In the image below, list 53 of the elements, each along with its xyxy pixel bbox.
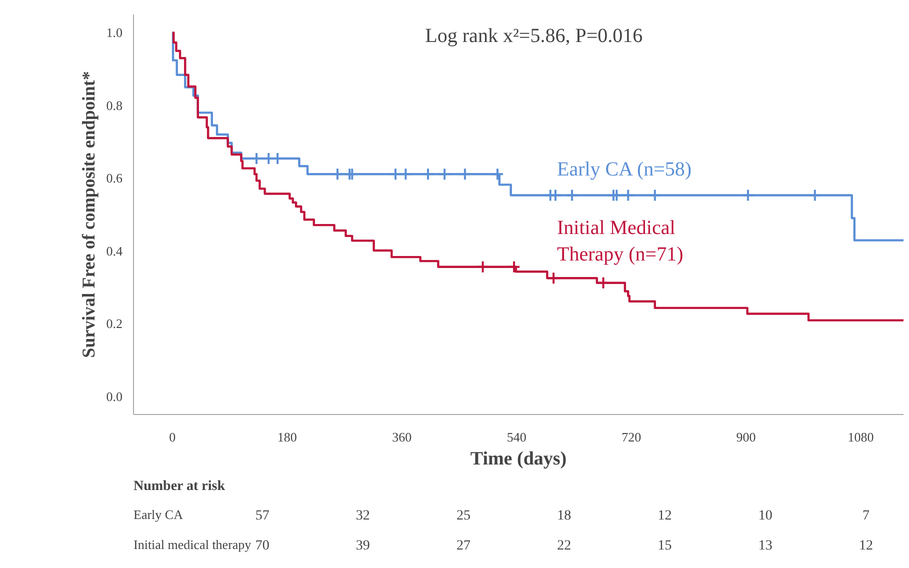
point [399,168,412,181]
x-tick-label: 540 [506,430,526,444]
text: 18 [557,508,572,524]
text: 57 [255,508,270,524]
annotation: Log rank x²=5.86, P=0.016 [425,25,643,48]
point [421,168,434,181]
point [388,168,402,181]
y-tick-label: 0.6 [106,170,123,186]
text: 25 [456,508,471,524]
x-tick-label: 180 [277,430,297,444]
text: 13 [758,538,772,554]
point [547,272,560,285]
point [438,168,452,181]
y-tick-label: 0.4 [106,243,123,258]
x-tick-label: 360 [392,430,412,444]
point [566,188,579,202]
x-tick-label: 0 [169,430,176,444]
text: 15 [658,538,672,554]
text: Initial medical therapy [134,537,252,552]
point [610,188,624,202]
x-axis-title: Time (days) [470,448,567,470]
point [622,188,635,202]
text: 39 [356,538,370,554]
text: 27 [456,538,471,554]
point [476,260,490,274]
series-label: Early CA (n=58) [557,158,692,181]
text: Early CA [134,507,184,522]
y-tick-label: 0.0 [106,388,122,404]
point [508,260,521,274]
x-tick-label: 900 [736,430,756,444]
point [330,168,344,181]
y-tick-label: 1.0 [106,25,122,40]
point [346,168,359,181]
series-label: Initial Medical Therapy (n=71) [557,217,684,266]
y-axis-title: Survival Free of composite endpoint* [78,71,98,358]
point [490,168,504,181]
y-tick-label: 0.8 [106,98,122,113]
text: 12 [859,538,874,554]
point [808,188,822,202]
text: 32 [356,508,370,524]
point [458,168,472,181]
point [596,276,610,290]
x-tick-label: 1080 [848,430,874,444]
text: 70 [255,538,270,554]
point [648,188,662,202]
point [741,188,754,202]
x-tick-label: 720 [622,430,642,444]
text: 22 [557,538,572,554]
text: 12 [658,508,672,524]
y-tick-label: 0.2 [106,316,122,332]
text: Number at risk [134,479,226,494]
text: 7 [862,508,870,524]
text: 10 [758,508,772,524]
